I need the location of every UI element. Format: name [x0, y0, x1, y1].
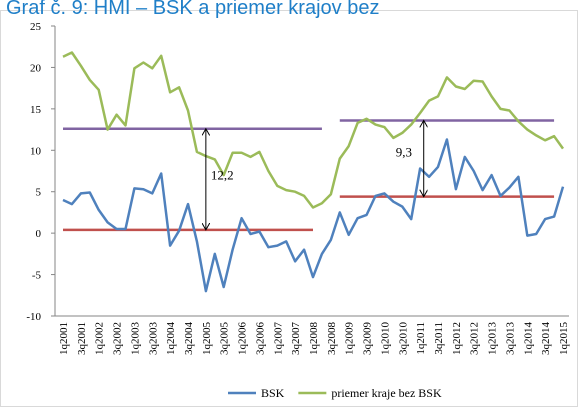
x-tick-label: 3q2007: [290, 322, 302, 356]
x-tick-label: 3q2008: [326, 322, 338, 356]
chart-title: Graf č. 9: HMI – BSK a priemer krajov be…: [6, 0, 379, 19]
x-tick-label: 3q2001: [76, 322, 88, 355]
y-tick-label: -5: [32, 270, 42, 282]
x-tick-label: 3q2006: [254, 322, 266, 356]
x-tick-label: 1q2001: [58, 322, 70, 355]
x-tick-label: 1q2008: [308, 322, 320, 356]
x-tick-label: 1q2003: [129, 322, 141, 356]
y-tick-label: 10: [30, 145, 42, 157]
y-tick-label: 15: [30, 104, 42, 116]
x-tick-label: 1q2002: [94, 322, 106, 355]
x-tick-label: 1q2010: [379, 322, 391, 356]
y-tick-label: 25: [30, 21, 42, 33]
x-tick-label: 3q2011: [433, 322, 445, 355]
x-tick-label: 1q2011: [415, 322, 427, 355]
x-tick-label: 1q2014: [522, 322, 534, 356]
x-tick-label: 1q2004: [165, 322, 177, 356]
x-tick-label: 3q2005: [219, 322, 231, 356]
y-tick-label: 20: [30, 62, 42, 74]
y-tick-label: 5: [36, 187, 42, 199]
x-tick-label: 3q2003: [147, 322, 159, 356]
x-tick-label: 3q2002: [112, 322, 124, 355]
x-tick-label: 1q2006: [237, 322, 249, 356]
x-tick-label: 1q2005: [201, 322, 213, 356]
series-line: [62, 51, 565, 209]
x-tick-label: 1q2015: [558, 322, 570, 356]
y-tick-label: -10: [26, 311, 41, 323]
series-line: [62, 138, 565, 293]
legend-label: priemer kraje bez BSK: [331, 386, 442, 400]
annotation-label: 9,3: [396, 145, 412, 160]
x-tick-label: 3q2010: [397, 322, 409, 356]
x-tick-label: 1q2013: [487, 322, 499, 356]
x-tick-label: 1q2009: [344, 322, 356, 356]
y-tick-label: 0: [36, 228, 42, 240]
x-tick-label: 3q2014: [540, 322, 552, 356]
legend-label: BSK: [261, 386, 285, 400]
x-tick-label: 3q2012: [469, 322, 481, 355]
x-tick-label: 1q2012: [451, 322, 463, 355]
x-tick-label: 3q2009: [362, 322, 374, 356]
x-tick-label: 1q2007: [272, 322, 284, 356]
x-tick-label: 3q2004: [183, 322, 195, 356]
x-tick-label: 3q2013: [504, 322, 516, 356]
annotation-label: 12,2: [211, 167, 234, 182]
